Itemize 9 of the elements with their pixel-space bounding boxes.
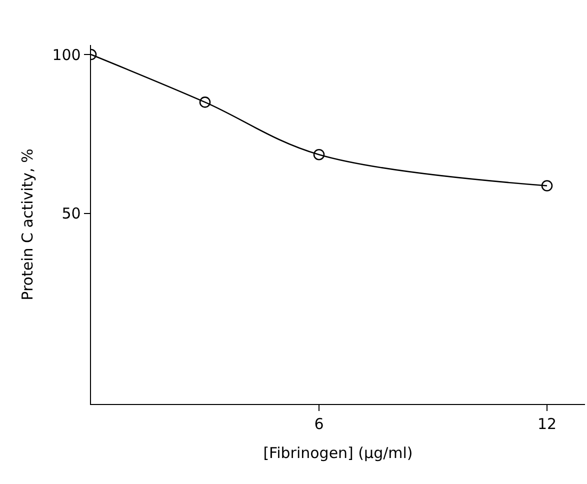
- x-tick-label: 6: [314, 415, 324, 434]
- x-axis-title: [Fibrinogen] (µg/ml): [263, 444, 413, 462]
- y-tick-label: 100: [52, 46, 81, 64]
- point: [541, 180, 553, 192]
- x-tick-label: 12: [537, 415, 557, 434]
- y-axis-title: Protein C activity, %: [18, 148, 36, 300]
- point: [199, 96, 211, 108]
- point: [313, 148, 325, 160]
- y-tick-label: 50: [62, 204, 81, 223]
